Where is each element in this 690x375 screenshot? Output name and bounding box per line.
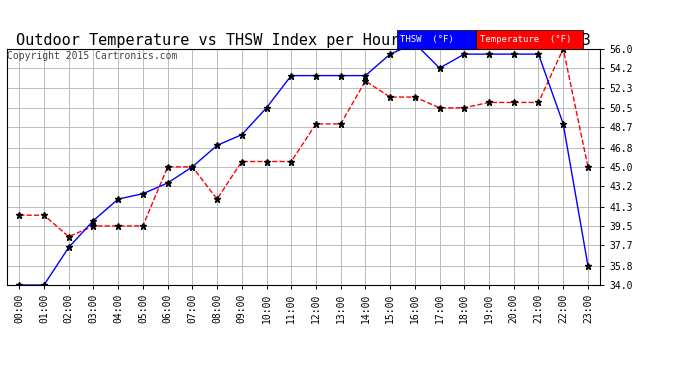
Title: Outdoor Temperature vs THSW Index per Hour (24 Hours)  20151223: Outdoor Temperature vs THSW Index per Ho… xyxy=(16,33,591,48)
Text: Copyright 2015 Cartronics.com: Copyright 2015 Cartronics.com xyxy=(7,51,177,61)
Text: THSW  (°F): THSW (°F) xyxy=(400,35,454,44)
Text: Temperature  (°F): Temperature (°F) xyxy=(480,35,571,44)
